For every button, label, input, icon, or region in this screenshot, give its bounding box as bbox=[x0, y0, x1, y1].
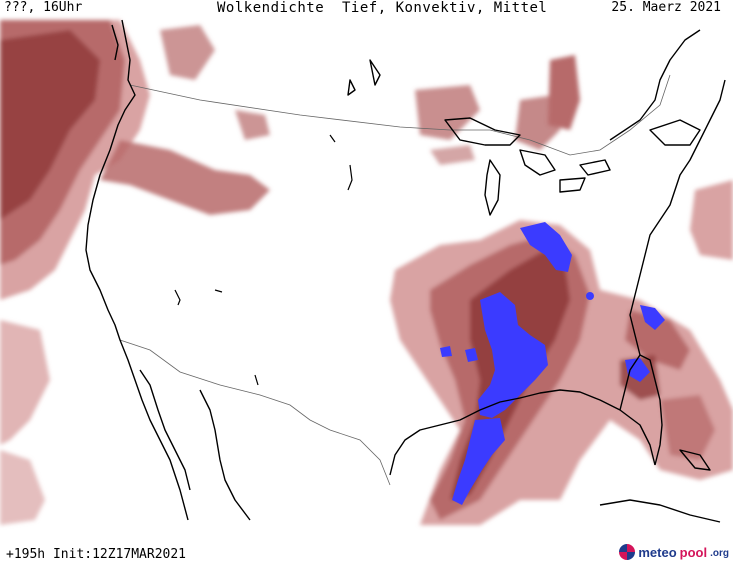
cloud-area-pacific-northwest bbox=[0, 20, 270, 525]
cloud-area-northeast bbox=[415, 55, 733, 260]
header-date: 25. Maerz 2021 bbox=[611, 0, 721, 15]
lakes-small bbox=[174, 134, 353, 386]
convective-cells bbox=[440, 222, 665, 505]
logo-text-pool: pool bbox=[679, 544, 708, 560]
forecast-init: +195h Init:12Z17MAR2021 bbox=[6, 547, 187, 562]
map-title: Wolkendichte Tief, Konvektiv, Mittel bbox=[217, 0, 548, 16]
logo-icon bbox=[619, 544, 636, 560]
coastlines bbox=[85, 19, 726, 523]
logo-text-org: .org bbox=[710, 548, 729, 559]
header-time: ???, 16Uhr bbox=[4, 0, 83, 15]
logo-text-meteo: meteo bbox=[638, 544, 677, 560]
country-borders bbox=[119, 74, 671, 486]
meteopool-logo[interactable]: meteo pool .org bbox=[619, 542, 729, 562]
